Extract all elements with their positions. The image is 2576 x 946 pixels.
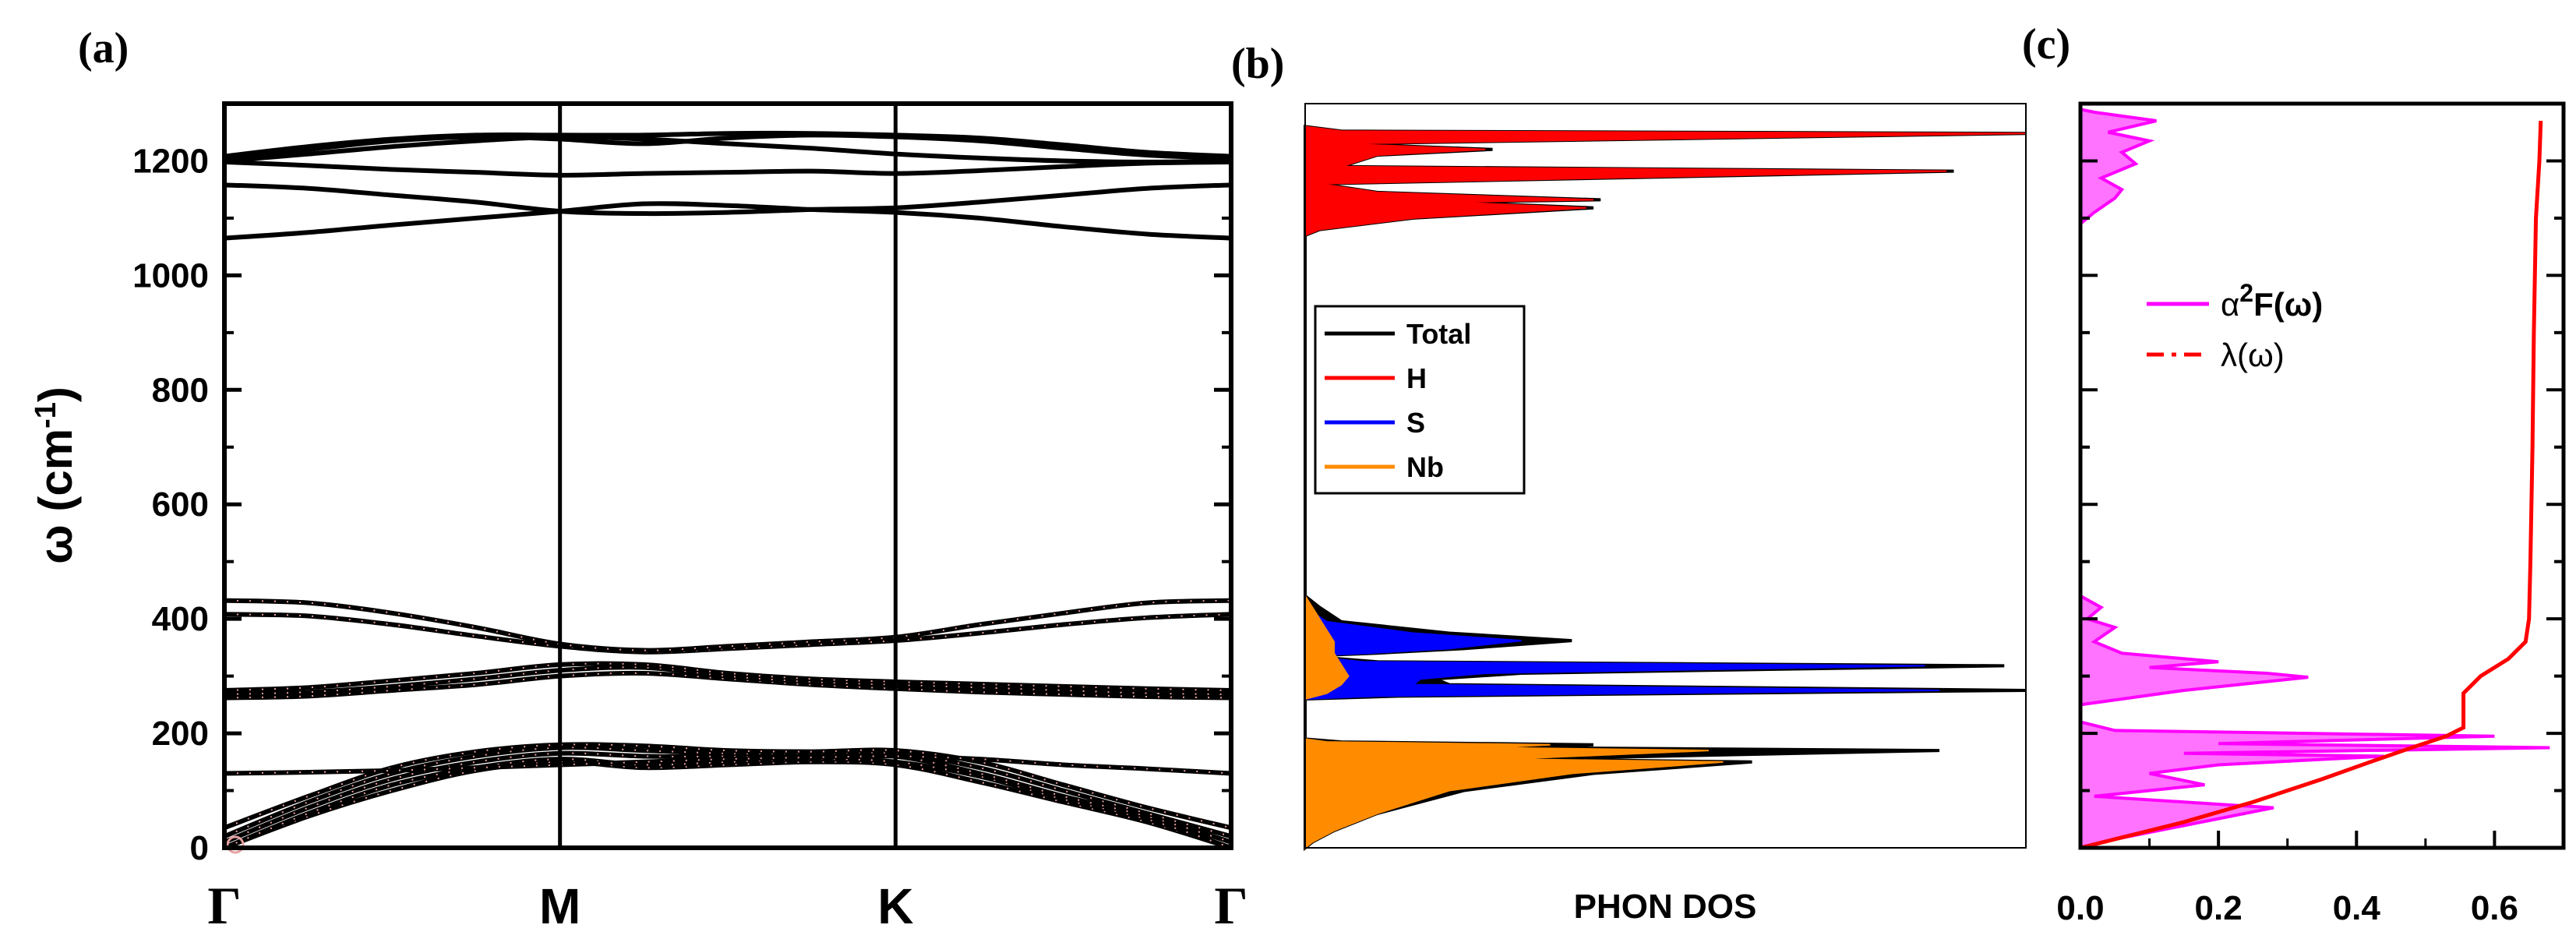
- band-b7: [224, 670, 1232, 701]
- band-b8: [224, 665, 1232, 697]
- ytick-label-2: 400: [152, 600, 209, 638]
- band-b4: [223, 745, 1232, 839]
- panel-b-label: (b): [1231, 40, 1284, 88]
- ytick-label-4: 800: [152, 371, 209, 409]
- panel-a-frame: [222, 101, 1233, 850]
- legend-label-h: H: [1406, 362, 1427, 394]
- panel-a-label: (a): [78, 24, 129, 72]
- eliashberg-lines: [2079, 107, 2550, 850]
- ytick-label-5: 1000: [132, 256, 209, 295]
- ytick-label-0: 0: [190, 829, 209, 867]
- dos-areas: [1304, 125, 2027, 852]
- y-axis-ticks: [2080, 159, 2564, 849]
- y-axis-ticks: 0 200 400 600 800 1000 1200: [132, 142, 1231, 867]
- gamma-mode-marker: [226, 835, 245, 854]
- kpoint-label-0: Γ: [207, 876, 241, 935]
- c-xtick-label-2: 0.4: [2333, 889, 2381, 927]
- a2f-curve: [2079, 107, 2550, 850]
- legend-label-lambda: λ(ω): [2221, 337, 2285, 373]
- panel-b-legend: Total HS Nb: [1314, 305, 1526, 495]
- dos-h: [1304, 125, 2027, 237]
- panel-a-band-structure: (a) 0 200 400 600 800 1000 1200 Γ M K Γ ω (cm-1): [30, 24, 1248, 935]
- band-b3: [223, 750, 1232, 845]
- panel-c-label: (c): [2022, 20, 2070, 69]
- legend-label-s: S: [1406, 407, 1425, 439]
- band-b9: [224, 661, 1232, 693]
- band-b5: [223, 742, 1232, 831]
- high-symmetry-lines: [558, 104, 898, 848]
- panel-c-legend: α2F(ω) λ(ω): [2147, 279, 2323, 373]
- legend-label-a2f: α2F(ω): [2221, 279, 2323, 323]
- phonon-bands: [223, 130, 1232, 854]
- panel-b-phonon-dos: (b) PHON DOS Total HS Nb: [1231, 40, 2027, 926]
- x-axis-ticks: 0.0 0.2 0.4 0.6: [2056, 831, 2518, 927]
- band-b2: [223, 757, 1232, 850]
- band-b6: [224, 754, 1232, 776]
- c-xtick-label-0: 0.0: [2056, 889, 2104, 927]
- panel-c-eliashberg: (c) 0.0 0.2 0.4 0.6 α2F(ω) λ(ω): [2022, 20, 2566, 927]
- panel-b-frame: [1304, 103, 2027, 849]
- band-marker-b11: [224, 599, 1232, 651]
- y-axis-label: ω (cm-1): [30, 387, 82, 564]
- x-axis-label: PHON DOS: [1574, 888, 1757, 926]
- band-b12: [224, 201, 1232, 241]
- band-b17: [224, 130, 1232, 159]
- band-b15: [224, 134, 1232, 164]
- ytick-label-3: 600: [152, 485, 209, 524]
- band-b13: [224, 182, 1232, 217]
- kpoint-label-2: K: [877, 878, 913, 934]
- band-b11: [224, 598, 1232, 653]
- panel-c-frame: [2078, 101, 2566, 850]
- legend-label-total: Total: [1406, 318, 1471, 350]
- c-xtick-label-3: 0.6: [2471, 889, 2518, 927]
- lambda-curve: [2080, 120, 2543, 850]
- band-b1: [223, 759, 1232, 850]
- kpoint-label-1: M: [539, 878, 580, 934]
- legend-label-nb: Nb: [1406, 451, 1444, 483]
- band-b14: [224, 159, 1232, 178]
- ytick-label-1: 200: [152, 715, 209, 753]
- kpoint-label-3: Γ: [1214, 876, 1247, 935]
- c-xtick-label-1: 0.2: [2195, 889, 2243, 927]
- legend-box: [1314, 305, 1526, 495]
- ytick-label-6: 1200: [132, 142, 209, 180]
